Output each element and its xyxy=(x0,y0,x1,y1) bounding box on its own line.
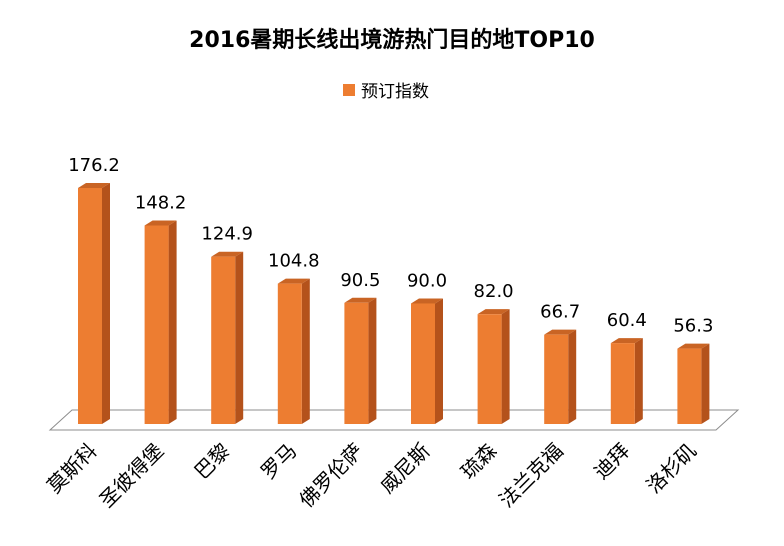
bar-top xyxy=(78,183,110,188)
bar-front xyxy=(477,314,502,424)
value-label: 82.0 xyxy=(474,281,514,302)
value-label: 56.3 xyxy=(673,316,713,337)
bar-side xyxy=(235,251,244,424)
chart-title: 2016暑期长线出境游热门目的地TOP10 xyxy=(189,27,595,53)
value-label: 66.7 xyxy=(540,302,580,323)
category-label: 罗马 xyxy=(256,439,301,484)
bar-top xyxy=(144,220,177,226)
bar-front xyxy=(677,348,702,424)
legend-swatch xyxy=(343,84,355,96)
bar-top xyxy=(344,297,377,303)
category-label: 莫斯科 xyxy=(42,439,101,498)
bar-side xyxy=(301,278,310,424)
category-label: 威尼斯 xyxy=(375,439,434,498)
bar-side xyxy=(435,298,443,424)
bars xyxy=(78,183,710,424)
category-label: 法兰克福 xyxy=(494,439,568,513)
bar-front xyxy=(211,256,236,424)
bar xyxy=(211,251,244,424)
bar xyxy=(477,309,510,424)
bar xyxy=(344,297,377,424)
category-label: 佛罗伦萨 xyxy=(294,439,368,513)
bar-side xyxy=(102,183,110,424)
bar-side xyxy=(701,343,710,424)
bar-front xyxy=(411,303,435,424)
bar-front xyxy=(610,343,635,424)
bar xyxy=(277,278,310,424)
value-label: 148.2 xyxy=(135,193,187,214)
bar-side xyxy=(568,329,577,424)
category-label: 迪拜 xyxy=(589,439,634,484)
category-label: 巴黎 xyxy=(189,439,234,484)
value-label: 176.2 xyxy=(68,155,120,176)
bar xyxy=(544,329,577,424)
bar xyxy=(411,298,443,424)
category-label: 圣彼得堡 xyxy=(95,439,169,513)
bar-side xyxy=(501,309,510,424)
legend-label: 预订指数 xyxy=(361,82,429,102)
value-label: 104.8 xyxy=(268,251,320,272)
bar-front xyxy=(78,188,102,424)
category-label: 洛杉矶 xyxy=(642,439,701,498)
bar xyxy=(610,338,643,424)
value-label: 124.9 xyxy=(201,224,253,245)
category-label: 琉森 xyxy=(456,439,501,484)
bar-front xyxy=(344,302,369,424)
bar-side xyxy=(634,338,643,424)
bar-front xyxy=(544,334,569,424)
bar-top xyxy=(610,338,643,344)
legend: 预订指数 xyxy=(343,82,429,102)
bar-top xyxy=(211,251,244,257)
bar-front xyxy=(144,225,169,424)
bar-top xyxy=(411,298,443,304)
bar-top xyxy=(544,329,577,335)
bar-front xyxy=(277,283,302,424)
bar-top xyxy=(477,309,510,315)
bar xyxy=(677,343,710,424)
value-label: 90.0 xyxy=(407,270,447,291)
bar-side xyxy=(168,220,177,424)
bar-top xyxy=(677,343,710,349)
value-label: 90.5 xyxy=(340,270,380,291)
bar xyxy=(144,220,177,424)
value-label: 60.4 xyxy=(607,310,647,331)
bar-top xyxy=(277,278,310,284)
bar-side xyxy=(368,297,377,424)
bar xyxy=(78,183,110,424)
value-labels: 176.2 148.2 124.9 104.8 90.5 90.0 82.0 66.7 60.4… xyxy=(68,155,713,337)
